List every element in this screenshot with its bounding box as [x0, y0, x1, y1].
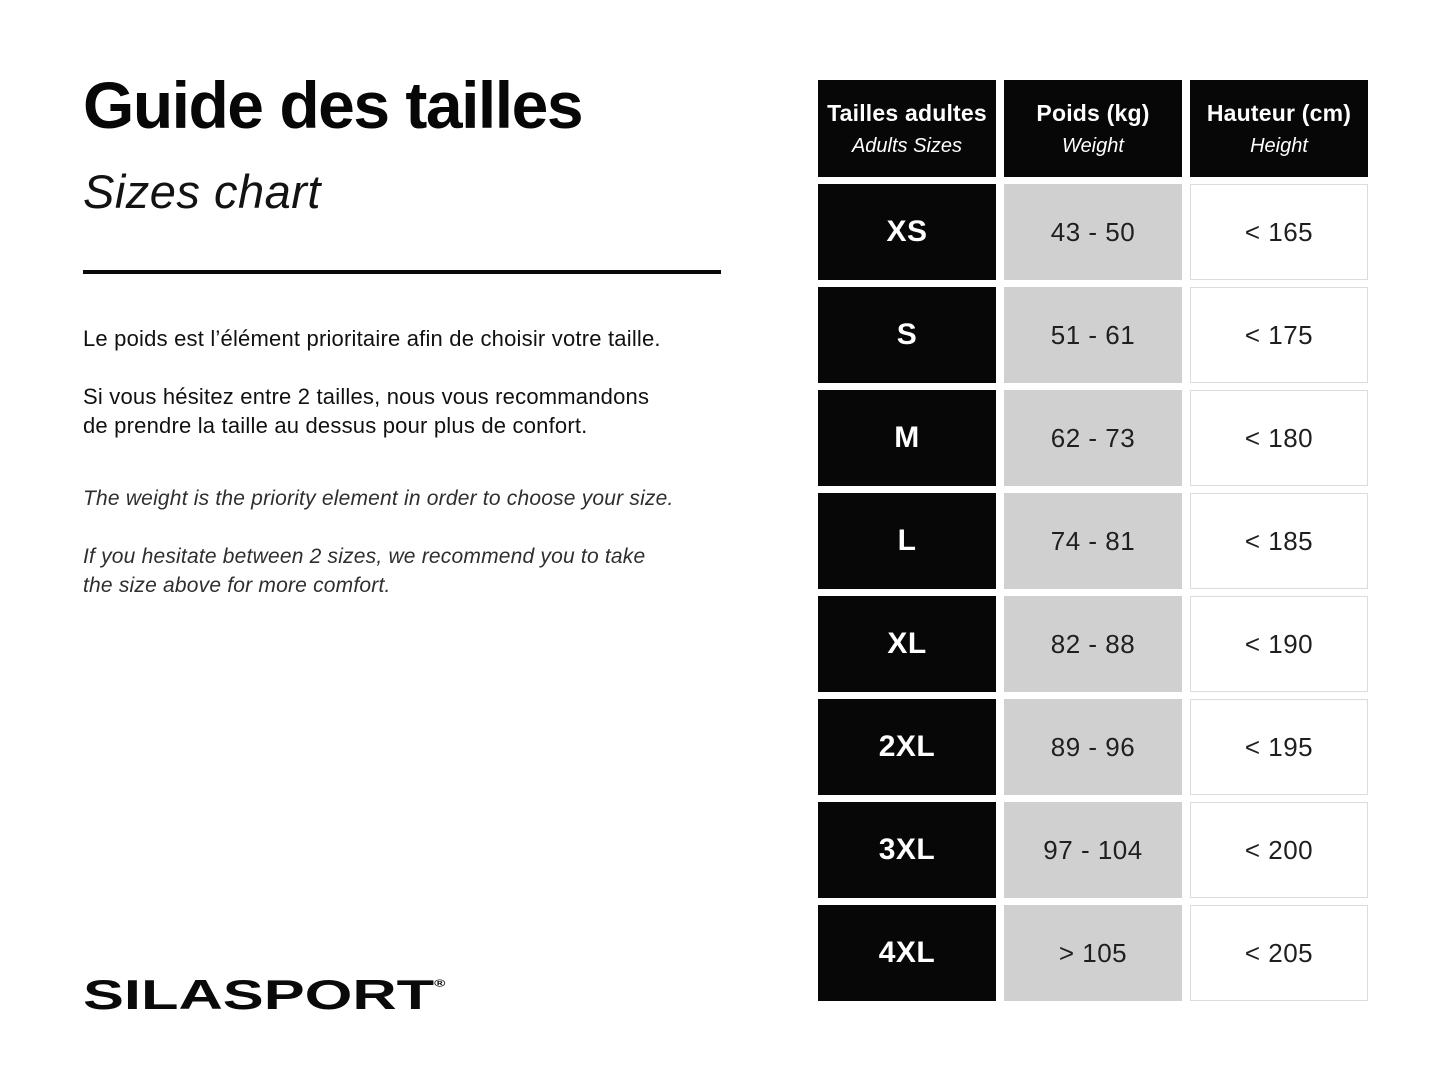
- header-sizes-fr: Tailles adultes: [827, 100, 987, 127]
- header-cell-height: Hauteur (cm) Height: [1190, 80, 1368, 177]
- header-cell-weight: Poids (kg) Weight: [1004, 80, 1182, 177]
- height-cell: < 200: [1190, 802, 1368, 898]
- height-cell: < 175: [1190, 287, 1368, 383]
- weight-cell: 43 - 50: [1004, 184, 1182, 280]
- left-panel: Guide des tailles Sizes chart Le poids e…: [83, 0, 773, 1084]
- weight-cell: 62 - 73: [1004, 390, 1182, 486]
- intro-text-en-1: The weight is the priority element in or…: [83, 487, 674, 510]
- height-cell: < 185: [1190, 493, 1368, 589]
- header-height-fr: Hauteur (cm): [1206, 100, 1352, 127]
- header-sizes-en: Adults Sizes: [851, 134, 963, 157]
- registered-trademark-icon: ®: [434, 977, 446, 990]
- size-cell: 4XL: [818, 905, 996, 1001]
- size-cell: S: [818, 287, 996, 383]
- intro-text-en-2: If you hesitate between 2 sizes, we reco…: [83, 545, 646, 597]
- header-weight-en: Weight: [1062, 134, 1124, 157]
- weight-cell: 82 - 88: [1004, 596, 1182, 692]
- divider: [83, 270, 721, 274]
- header-cell-sizes: Tailles adultes Adults Sizes: [818, 80, 996, 177]
- size-cell: L: [818, 493, 996, 589]
- height-cell: < 165: [1190, 184, 1368, 280]
- size-cell: 2XL: [818, 699, 996, 795]
- height-cell: < 180: [1190, 390, 1368, 486]
- weight-cell: 97 - 104: [1004, 802, 1182, 898]
- size-cell: M: [818, 390, 996, 486]
- header-weight-fr: Poids (kg): [1036, 100, 1150, 127]
- weight-cell: > 105: [1004, 905, 1182, 1001]
- intro-text-fr-2: Si vous hésitez entre 2 tailles, nous vo…: [83, 384, 650, 438]
- size-table: Tailles adultes Adults Sizes Poids (kg) …: [818, 80, 1368, 1001]
- size-cell: XS: [818, 184, 996, 280]
- page-title: Guide des tailles: [83, 68, 584, 142]
- brand-logo: SILASPORT®: [83, 960, 445, 1020]
- weight-cell: 89 - 96: [1004, 699, 1182, 795]
- page-subtitle: Sizes chart: [83, 165, 321, 218]
- size-cell: 3XL: [818, 802, 996, 898]
- height-cell: < 205: [1190, 905, 1368, 1001]
- intro-text-fr-1: Le poids est l’élément prioritaire afin …: [83, 326, 661, 351]
- size-cell: XL: [818, 596, 996, 692]
- weight-cell: 51 - 61: [1004, 287, 1182, 383]
- height-cell: < 195: [1190, 699, 1368, 795]
- height-cell: < 190: [1190, 596, 1368, 692]
- header-height-en: Height: [1250, 134, 1308, 157]
- brand-logo-text: SILASPORT: [83, 972, 435, 1019]
- weight-cell: 74 - 81: [1004, 493, 1182, 589]
